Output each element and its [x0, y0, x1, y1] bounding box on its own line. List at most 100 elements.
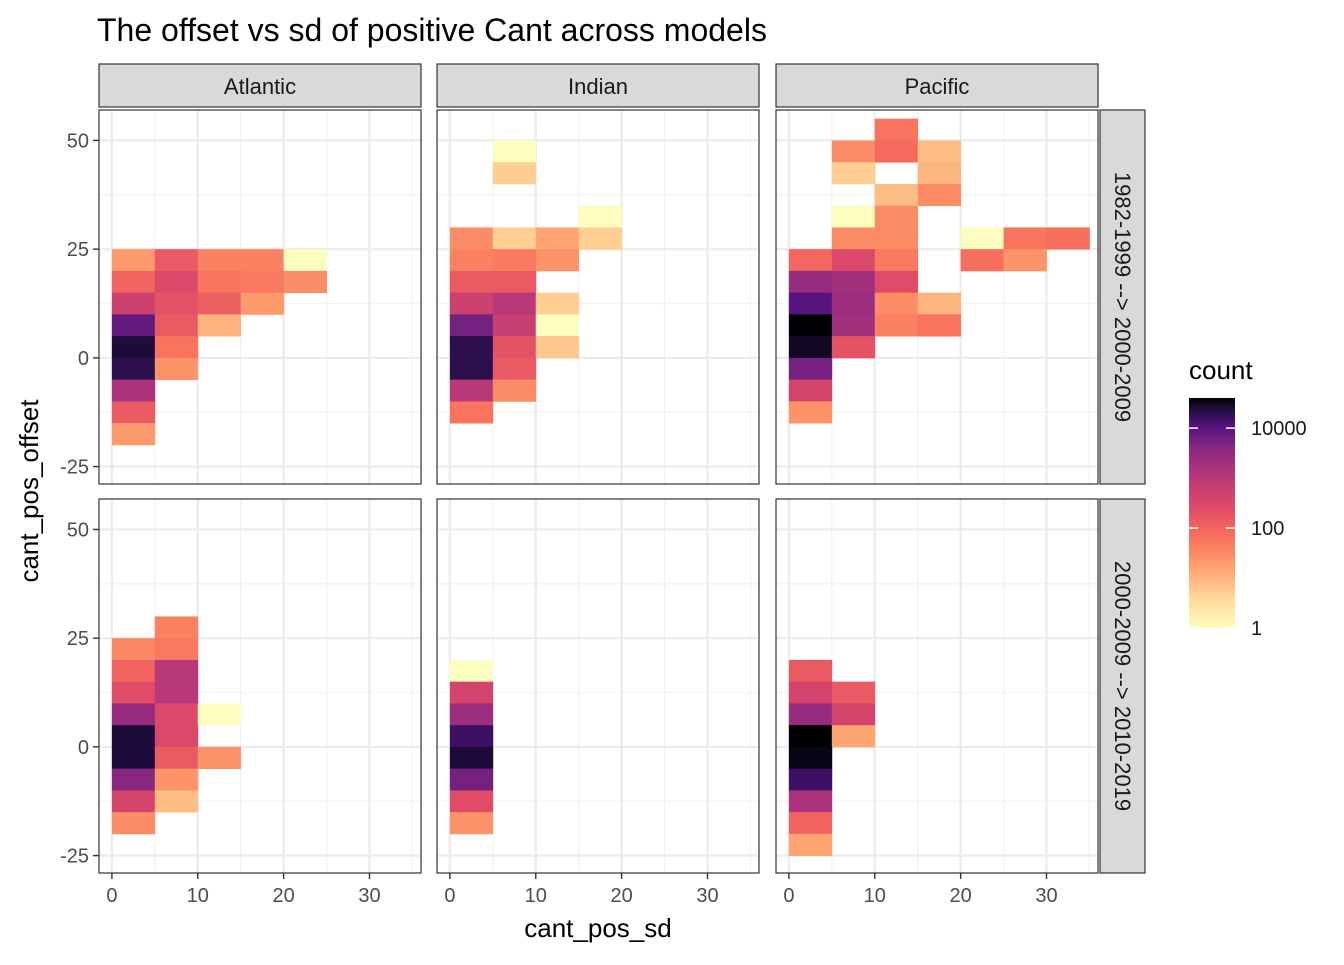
heatmap-tile — [831, 336, 876, 359]
panel-border — [98, 498, 422, 874]
heatmap-tile — [492, 162, 537, 185]
legend-break-label: 1 — [1251, 618, 1262, 640]
heatmap-tile — [154, 768, 199, 791]
heatmap-tile — [111, 659, 156, 683]
panel-atlantic-row2 — [98, 498, 422, 874]
heatmap-tile — [874, 314, 919, 337]
heatmap-tile — [535, 292, 580, 315]
heatmap-tile — [831, 205, 876, 228]
x-tick-label: 30 — [1035, 885, 1057, 907]
y-tick-label: 50 — [67, 130, 89, 152]
heatmap-tile — [154, 790, 199, 813]
x-tick-label: 30 — [696, 885, 718, 907]
heatmap-tile — [960, 249, 1004, 272]
heatmap-tile — [111, 314, 156, 337]
y-tick-label: 25 — [67, 628, 89, 650]
heatmap-tile — [492, 292, 537, 315]
heatmap-tile — [492, 379, 537, 402]
heatmap-tile — [831, 292, 876, 315]
heatmap-tile — [449, 768, 494, 791]
heatmap-tile — [960, 227, 1004, 250]
x-tick-label: 0 — [783, 885, 794, 907]
heatmap-tile — [831, 249, 876, 272]
heatmap-tile — [788, 270, 833, 294]
heatmap-tile — [788, 833, 833, 857]
heatmap-tile — [874, 227, 919, 250]
heatmap-tile — [788, 812, 833, 835]
heatmap-tile — [154, 336, 199, 359]
heatmap-tile — [831, 140, 876, 163]
heatmap-tile — [111, 768, 156, 791]
heatmap-tile — [831, 227, 876, 250]
heatmap-tile — [831, 703, 876, 726]
heatmap-tile — [154, 746, 199, 770]
heatmap-tile — [197, 292, 242, 315]
heatmap-tile — [154, 703, 199, 726]
heatmap-tile — [788, 379, 833, 402]
heatmap-tile — [874, 118, 919, 141]
heatmap-tile — [788, 725, 833, 748]
heatmap-tile — [535, 336, 580, 359]
heatmap-tile — [154, 292, 199, 315]
row-strip-2 — [1099, 498, 1146, 874]
heatmap-tile — [917, 183, 962, 207]
heatmap-tile — [240, 249, 285, 272]
heatmap-tile — [788, 790, 833, 813]
heatmap-tile — [111, 336, 156, 359]
row-strip-1 — [1099, 109, 1146, 485]
panel-indian-row2 — [436, 498, 760, 874]
heatmap-tile — [283, 270, 327, 294]
heatmap-tile — [449, 227, 494, 250]
heatmap-tile — [874, 270, 919, 294]
heatmap-tile — [197, 703, 242, 726]
heatmap-tile — [788, 703, 833, 726]
heatmap-tile — [449, 790, 494, 813]
heatmap-tile — [874, 205, 919, 228]
heatmap-tile — [154, 249, 199, 272]
panel-border — [436, 109, 760, 485]
heatmap-tile — [449, 681, 494, 704]
heatmap-tile — [874, 249, 919, 272]
legend-break-label: 100 — [1251, 518, 1284, 540]
heatmap-tile — [788, 659, 833, 683]
heatmap-tile — [831, 314, 876, 337]
heatmap-tile — [788, 357, 833, 381]
row-strip-label-1: 1982-1999 --> 2000-2009 — [1110, 172, 1135, 422]
y-axis-title: cant_pos_offset — [14, 399, 44, 583]
row-strip-label-2: 2000-2009 --> 2010-2019 — [1110, 561, 1135, 811]
heatmap-tile — [449, 401, 494, 424]
heatmap-tile — [240, 292, 285, 315]
heatmap-tile — [449, 812, 494, 835]
y-tick-label: 25 — [67, 239, 89, 261]
heatmap-tile — [1003, 249, 1047, 272]
heatmap-tile — [449, 336, 494, 359]
heatmap-tile — [449, 659, 494, 683]
heatmap-tile — [578, 205, 623, 228]
count-legend: count 1 100 10000 — [1189, 355, 1307, 640]
y-tick-label: -25 — [60, 846, 89, 868]
heatmap-tile — [788, 401, 833, 424]
heatmap-tile — [154, 638, 199, 661]
heatmap-tile — [449, 314, 494, 337]
heatmap-tile — [111, 270, 156, 294]
heatmap-tile — [917, 162, 962, 185]
heatmap-tile — [111, 249, 156, 272]
heatmap-tile — [111, 423, 156, 446]
strip-label-atlantic: Atlantic — [224, 74, 296, 99]
heatmap-tile — [492, 357, 537, 381]
heatmap-tile — [111, 401, 156, 424]
heatmap-tile — [111, 725, 156, 748]
strip-pacific — [775, 63, 1099, 108]
panel-pacific-row1 — [775, 109, 1099, 485]
heatmap-tile — [449, 725, 494, 748]
heatmap-tile — [874, 140, 919, 163]
x-tick-label: 30 — [358, 885, 380, 907]
y-tick-label: 50 — [67, 519, 89, 541]
heatmap-tile — [111, 790, 156, 813]
heatmap-tile — [449, 270, 494, 294]
heatmap-tile — [154, 725, 199, 748]
x-tick-label: 20 — [949, 885, 971, 907]
heatmap-tile — [197, 314, 242, 337]
panel-border — [775, 109, 1099, 485]
